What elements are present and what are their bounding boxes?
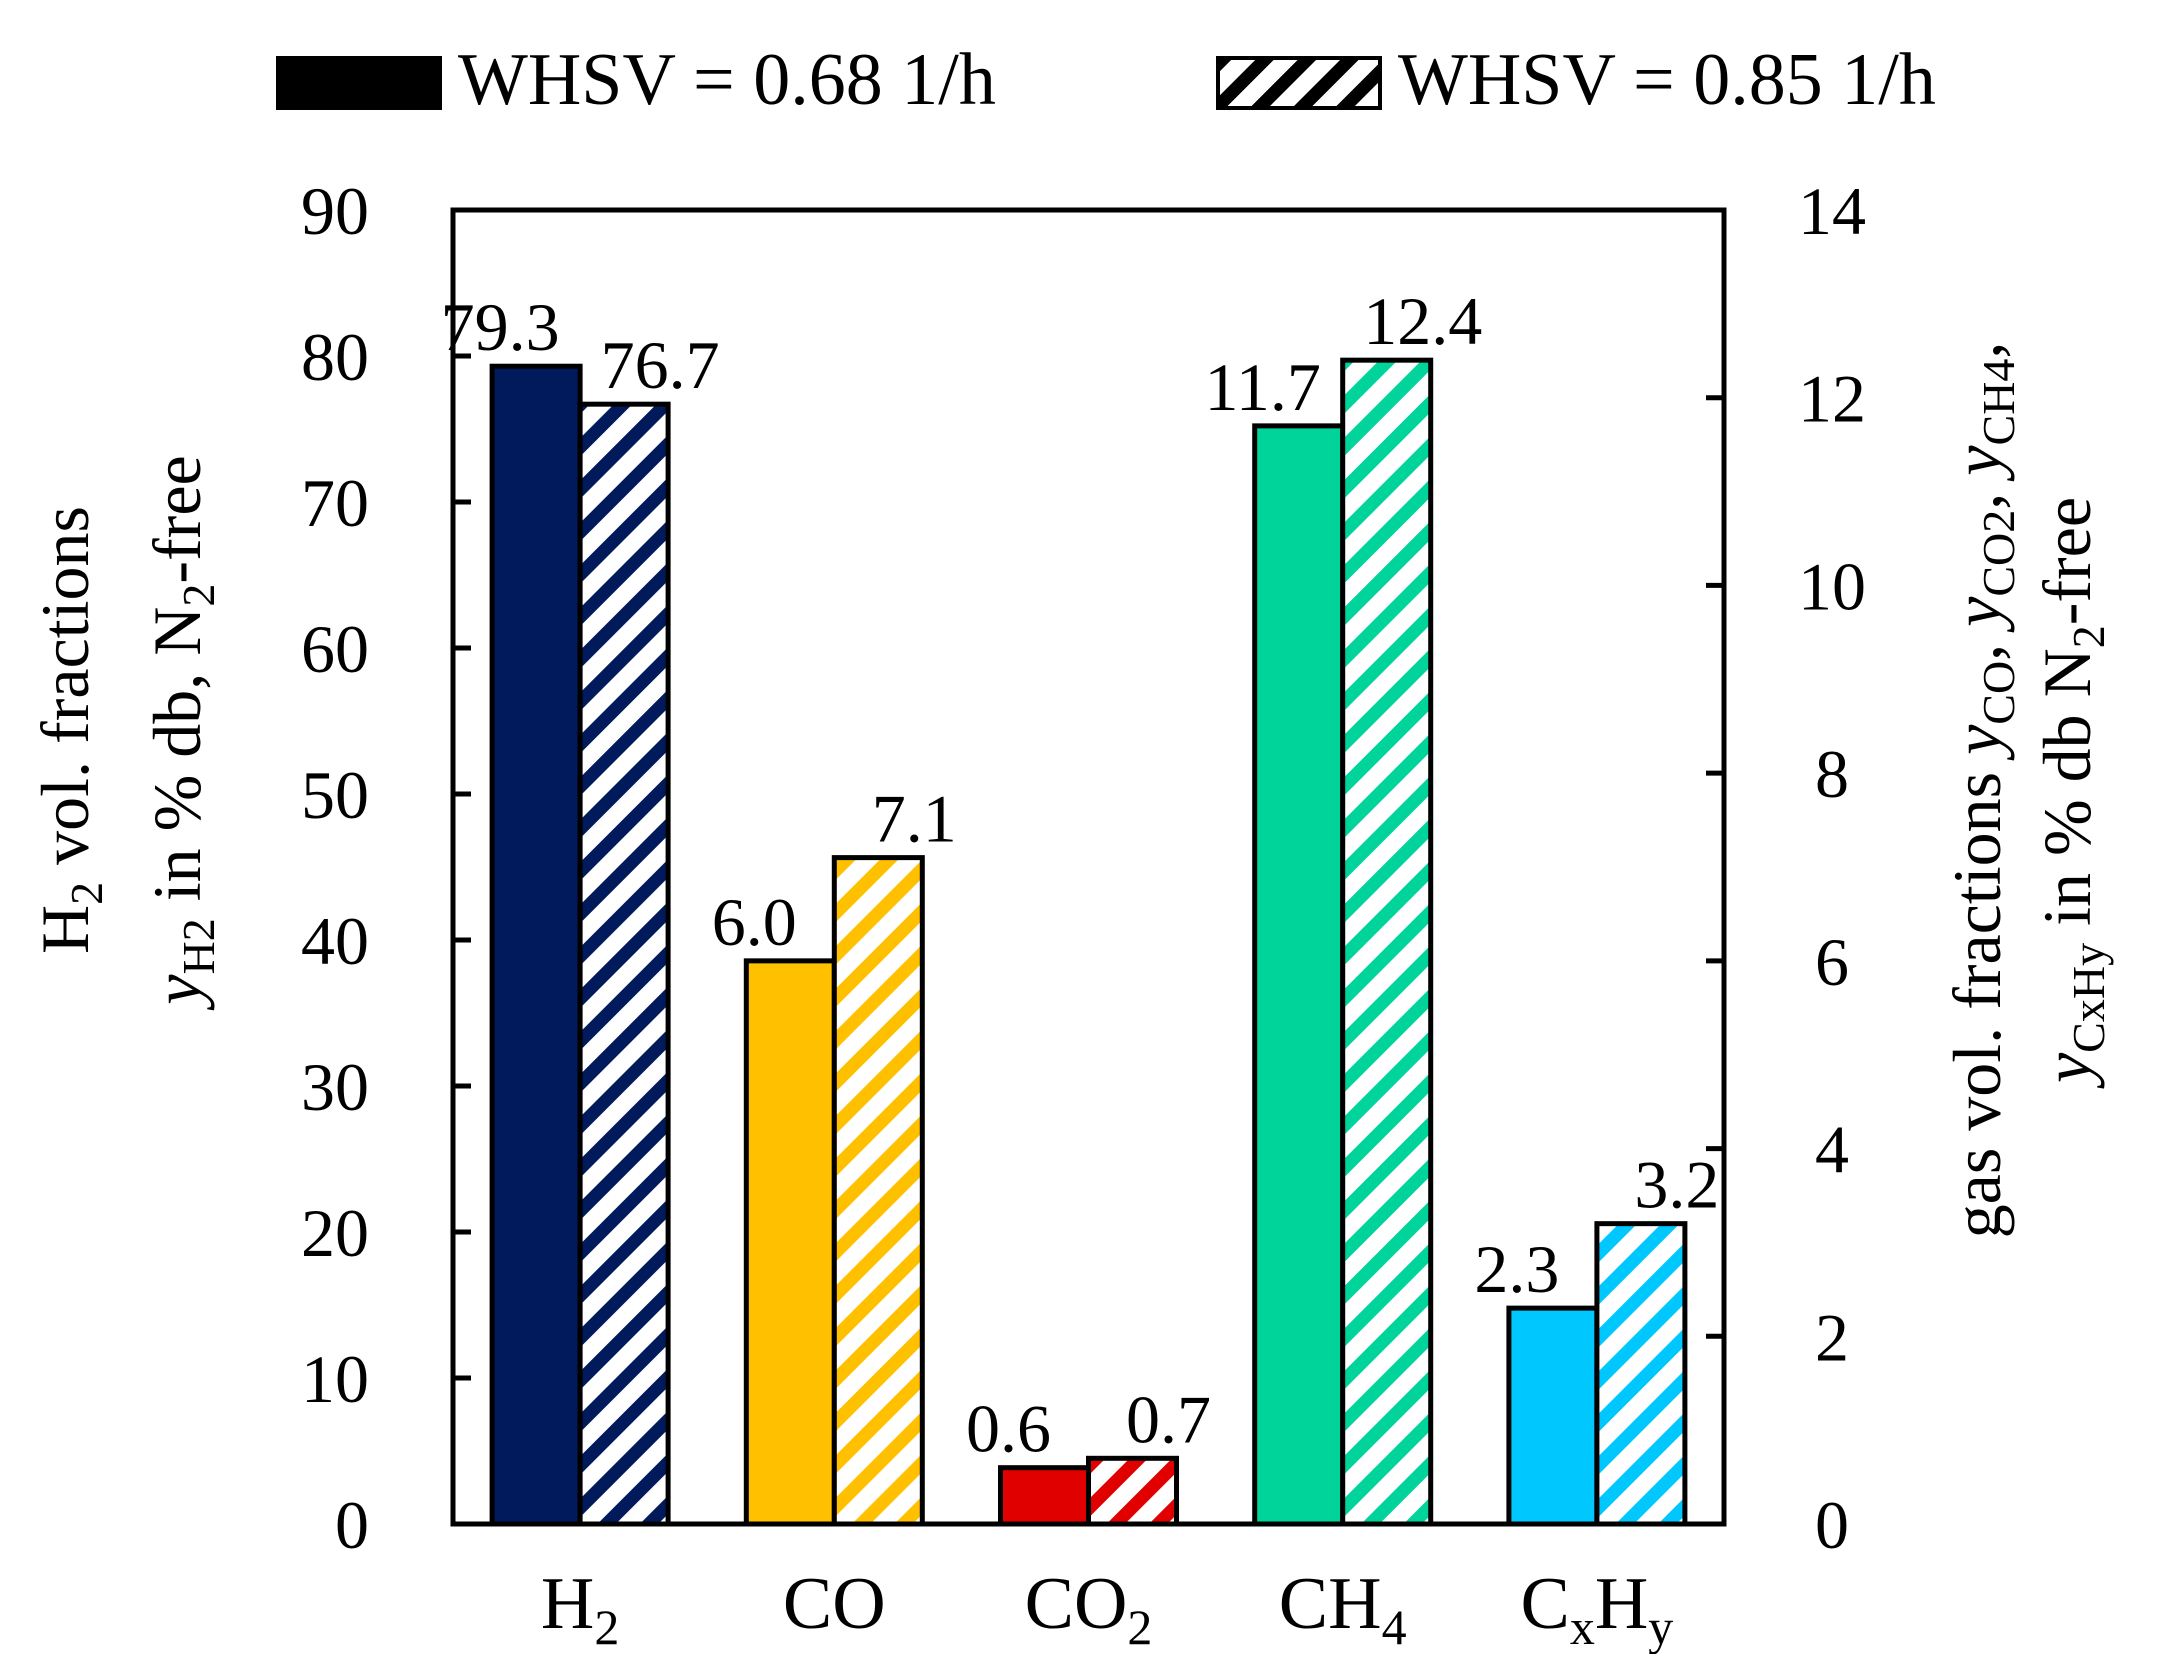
right-axis-title-line-2: yCxHy in % db N2-free [2029, 497, 2114, 1089]
data-label-CO2-series-2: 0.7 [1126, 1381, 1211, 1457]
left-tick-label: 50 [301, 757, 369, 833]
right-tick-label: 2 [1815, 1299, 1849, 1375]
bar-CO2-series-2 [1086, 1455, 1179, 1527]
data-label-CO-series-2: 7.1 [872, 781, 957, 857]
right-tick-label: 10 [1798, 548, 1866, 624]
bar-H2-series-1 [489, 363, 583, 1527]
right-tick-label: 14 [1798, 173, 1866, 249]
right-tick-label: 6 [1815, 924, 1849, 1000]
bar-CO-series-1 [743, 958, 837, 1527]
right-tick-label: 8 [1815, 736, 1849, 812]
left-tick-label: 0 [335, 1487, 369, 1563]
legend-label-series-2: WHSV = 0.85 1/h [1398, 39, 1936, 121]
category-label-CO: CO [783, 1563, 886, 1645]
left-axis: 0 10 20 30 40 50 60 70 80 90 [301, 173, 471, 1563]
left-tick-label: 10 [301, 1341, 369, 1417]
left-tick-label: 20 [301, 1195, 369, 1271]
bar-CO-series-2 [831, 855, 925, 1527]
data-label-CxHy-series-1: 2.3 [1474, 1231, 1559, 1307]
legend-label-series-1: WHSV = 0.68 1/h [458, 39, 996, 121]
bar-CO2-series-1 [998, 1465, 1091, 1527]
left-tick-label: 90 [301, 173, 369, 249]
category-label-H2: H2​ [541, 1563, 619, 1654]
left-tick-label: 30 [301, 1049, 369, 1125]
bars [489, 357, 1688, 1527]
left-tick-label: 70 [301, 465, 369, 541]
category-label-CxHy: Cx​Hy​ [1520, 1563, 1673, 1654]
legend-swatch-hatched [1216, 56, 1382, 110]
data-label-CxHy-series-2: 3.2 [1634, 1147, 1719, 1223]
category-label-CH4: CH4​ [1279, 1563, 1407, 1654]
data-label-CH4-series-2: 12.4 [1363, 283, 1482, 359]
data-label-CO-series-1: 6.0 [712, 884, 797, 960]
category-label-CO2: CO2​ [1025, 1563, 1153, 1654]
bar-H2-series-2 [577, 401, 671, 1527]
legend: WHSV = 0.68 1/h WHSV = 0.85 1/h [276, 39, 1936, 121]
data-labels: 79.3 76.7 6.0 7.1 0.6 0.7 11.7 12.4 2.3 3.2 [441, 283, 1720, 1467]
bar-CH4-series-1 [1252, 423, 1346, 1527]
left-axis-title-line-1: H2 vol. fractions [27, 506, 112, 954]
left-tick-label: 40 [301, 903, 369, 979]
left-tick-label: 80 [301, 319, 369, 395]
left-axis-title: H2 vol. fractions yH2 in % db, N2-free [27, 455, 224, 1010]
right-axis-title: gas vol. fractions yCO, yCO2, yCH4, yCxH… [1939, 342, 2114, 1239]
right-tick-label: 12 [1798, 361, 1866, 437]
data-label-H2-series-2: 76.7 [601, 327, 720, 403]
bar-CxHy-series-1 [1506, 1305, 1600, 1527]
right-axis-title-line-1: gas vol. fractions yCO, yCO2, yCH4, [1939, 342, 2024, 1239]
legend-swatch-solid [276, 56, 442, 110]
bar-CH4-series-2 [1340, 357, 1434, 1527]
plot-frame [450, 207, 1727, 1527]
right-axis: 0 2 4 6 8 10 12 14 [1706, 173, 1866, 1563]
right-tick-label: 0 [1815, 1487, 1849, 1563]
data-label-CO2-series-1: 0.6 [966, 1391, 1051, 1467]
left-axis-title-line-2: yH2 in % db, N2-free [139, 455, 224, 1010]
data-label-H2-series-1: 79.3 [441, 289, 560, 365]
left-tick-label: 60 [301, 611, 369, 687]
data-label-CH4-series-1: 11.7 [1204, 349, 1320, 425]
right-tick-label: 4 [1815, 1112, 1849, 1188]
category-labels: H2​ CO CO2​ CH4​ Cx​Hy​ [541, 1563, 1673, 1654]
bar-CxHy-series-2 [1594, 1221, 1688, 1527]
